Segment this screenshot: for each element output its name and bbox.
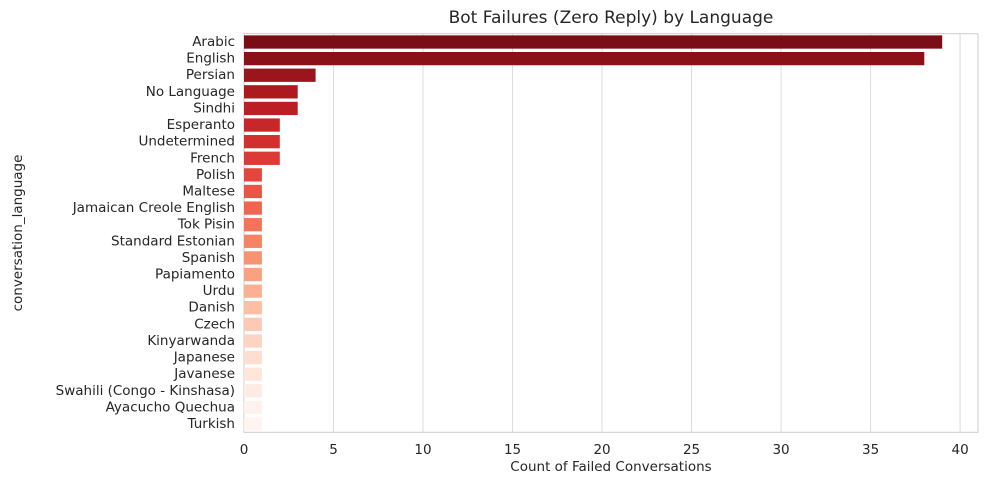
bar (244, 35, 943, 49)
bar (244, 350, 262, 365)
y-tick-label: No Language (146, 84, 235, 100)
y-tick-label: Japanese (173, 350, 235, 366)
y-tick-label: Spanish (182, 250, 235, 266)
bar (244, 234, 262, 248)
y-tick-label: Persian (186, 67, 235, 83)
y-tick-label: Urdu (203, 283, 235, 299)
x-tick-label: 15 (504, 442, 521, 458)
bar (244, 267, 262, 282)
y-tick-label: Javanese (173, 366, 235, 382)
bar (244, 85, 298, 99)
y-tick-label: Kinyarwanda (147, 333, 235, 349)
bar (244, 367, 262, 381)
bar (244, 151, 280, 165)
x-tick-label: 20 (593, 442, 610, 458)
y-tick-label: Turkish (187, 416, 235, 432)
x-tick-label: 30 (772, 442, 789, 458)
y-tick-label: Papiamento (155, 267, 235, 283)
bar (244, 334, 262, 348)
bar (244, 51, 925, 66)
y-tick-label: Sindhi (193, 100, 235, 116)
x-axis-label: Count of Failed Conversations (510, 459, 711, 475)
bar (244, 317, 262, 331)
y-tick-label: Swahili (Congo - Kinshasa) (56, 383, 235, 399)
y-tick-label: Standard Estonian (111, 233, 235, 249)
bar (244, 118, 280, 132)
bar (244, 68, 316, 82)
x-tick-label: 25 (683, 442, 700, 458)
bar (244, 301, 262, 315)
x-tick-label: 0 (240, 442, 249, 458)
x-tick-label: 40 (952, 442, 969, 458)
y-tick-label: Polish (196, 167, 235, 183)
y-axis-label: conversation_language (10, 155, 26, 312)
y-tick-label: Jamaican Creole English (72, 200, 235, 216)
chart-title: Bot Failures (Zero Reply) by Language (449, 8, 774, 28)
bar (244, 284, 262, 298)
y-tick-label: Undetermined (138, 134, 235, 150)
y-tick-label: French (190, 150, 235, 166)
y-tick-label: Tok Pisin (177, 217, 235, 233)
bar (244, 417, 262, 431)
bar (244, 384, 262, 398)
x-tick-label: 35 (862, 442, 879, 458)
bar (244, 101, 298, 116)
bar (244, 201, 262, 215)
y-tick-label: Maltese (182, 183, 235, 199)
x-tick-label: 10 (414, 442, 431, 458)
y-tick-label: Esperanto (167, 117, 235, 133)
plot-border (243, 33, 979, 433)
y-tick-label: Czech (194, 316, 235, 332)
bar (244, 168, 262, 182)
bar (244, 184, 262, 199)
bar (244, 400, 262, 415)
y-tick-label: Arabic (192, 34, 235, 50)
y-tick-label: English (186, 51, 235, 67)
x-tick-label: 5 (329, 442, 338, 458)
y-tick-label: Danish (188, 300, 235, 316)
bar (244, 135, 280, 149)
y-tick-label: Ayacucho Quechua (106, 399, 235, 415)
bar (244, 218, 262, 232)
bar (244, 251, 262, 265)
